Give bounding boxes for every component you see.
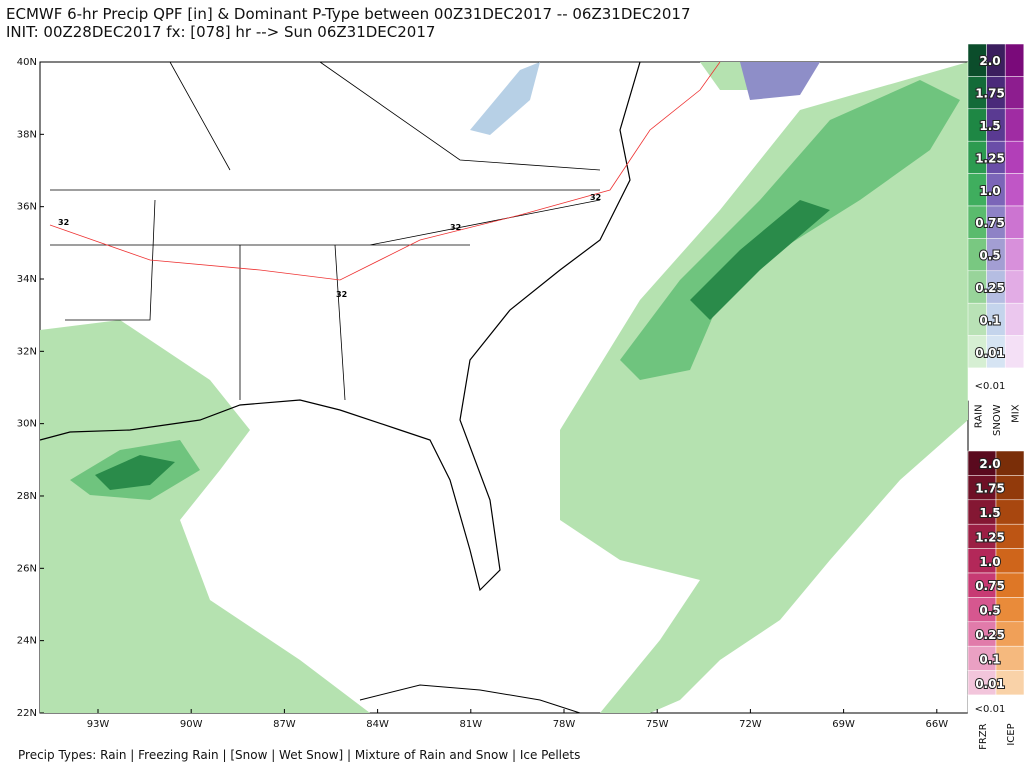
legend-swatch <box>967 694 997 720</box>
legend-level: <0.01 <box>975 704 1006 715</box>
legend-swatch <box>995 548 1024 574</box>
contour-label: 32 <box>336 290 347 299</box>
map: 32 32 32 32 <box>39 61 969 714</box>
legend-level: <0.01 <box>975 381 1006 392</box>
legend-level: 0.1 <box>979 652 1000 666</box>
legend-swatch <box>995 694 1024 720</box>
legend-level: 0.25 <box>975 628 1005 642</box>
lon-label: 78W <box>553 719 576 730</box>
legend-level: 1.0 <box>979 555 1000 569</box>
legend-swatch <box>995 523 1024 549</box>
lat-label: 40N <box>17 57 37 68</box>
legend-level: 1.75 <box>975 482 1005 496</box>
lat-label: 28N <box>17 491 37 502</box>
legend-swatch <box>995 499 1024 525</box>
lat-label: 36N <box>17 202 37 213</box>
legend-swatch <box>1004 173 1024 207</box>
precip-snow <box>470 62 540 135</box>
contour-label: 32 <box>590 193 601 202</box>
legend-column: MIX <box>1011 404 1022 423</box>
legend-swatch <box>1004 76 1024 110</box>
lon-label: 87W <box>273 719 296 730</box>
contour-label: 32 <box>450 223 461 232</box>
legend-level: 1.5 <box>979 119 1000 133</box>
legend-level: 0.25 <box>975 281 1005 295</box>
footer: Precip Types: Rain | Freezing Rain | [Sn… <box>18 748 580 762</box>
lat-label: 22N <box>17 708 37 719</box>
header-line: INIT: 00Z28DEC2017 fx: [078] hr --> Sun … <box>6 23 435 41</box>
legend-swatch <box>967 597 997 623</box>
legend-column: ICEP <box>1006 723 1017 745</box>
lat-label: 26N <box>17 563 37 574</box>
legend-swatch <box>1004 302 1024 336</box>
legend-swatch <box>995 670 1024 696</box>
legend-level: 1.25 <box>975 151 1005 165</box>
lon-label: 69W <box>832 719 855 730</box>
legend-level: 1.75 <box>975 87 1005 101</box>
lat-label: 30N <box>17 419 37 430</box>
legend-swatch <box>1004 140 1024 174</box>
legend-swatch <box>1004 43 1024 77</box>
legend-swatch <box>995 475 1024 501</box>
legend-level: 0.01 <box>975 677 1005 691</box>
legend-level: 0.5 <box>979 604 1000 618</box>
lon-label: 81W <box>459 719 482 730</box>
legend-level: 1.5 <box>979 506 1000 520</box>
legend-swatch <box>1004 367 1024 401</box>
lat-label: 34N <box>17 274 37 285</box>
legend-swatch <box>1004 205 1024 239</box>
legend-level: 0.75 <box>975 579 1005 593</box>
lat-label: 38N <box>17 129 37 140</box>
legend-level: 0.01 <box>975 346 1005 360</box>
legend-swatch <box>967 475 997 501</box>
precip-mix <box>740 62 820 100</box>
lon-label: 66W <box>925 719 948 730</box>
legend-level: 2.0 <box>979 54 1000 68</box>
legend-swatch <box>995 597 1024 623</box>
legend-swatch <box>1004 270 1024 304</box>
legend-swatch <box>1004 335 1024 369</box>
lat-label: 24N <box>17 636 37 647</box>
precip-heavy <box>95 200 830 490</box>
legend-level: 1.0 <box>979 184 1000 198</box>
header-line: ECMWF 6-hr Precip QPF [in] & Dominant P-… <box>6 5 691 23</box>
legend-level: 1.25 <box>975 530 1005 544</box>
lon-label: 72W <box>739 719 762 730</box>
lon-label: 75W <box>646 719 669 730</box>
legend-swatch <box>967 548 997 574</box>
lon-label: 93W <box>87 719 110 730</box>
legend-column: RAIN <box>973 404 984 428</box>
legend-level: 0.1 <box>979 313 1000 327</box>
legend-swatch <box>995 450 1024 476</box>
legend-level: 0.75 <box>975 216 1005 230</box>
state-borders <box>50 61 601 401</box>
legend-level: 2.0 <box>979 457 1000 471</box>
legend-column: SNOW <box>992 404 1003 436</box>
lat-label: 32N <box>17 346 37 357</box>
legend-swatch <box>1004 108 1024 142</box>
contour-label: 32 <box>58 218 69 227</box>
lon-label: 90W <box>180 719 203 730</box>
freezing-line <box>49 61 721 281</box>
cuba <box>359 684 581 714</box>
lon-label: 84W <box>366 719 389 730</box>
legend-swatch <box>967 450 997 476</box>
coastline <box>39 61 641 592</box>
legend-swatch <box>1004 238 1024 272</box>
legend-level: 0.5 <box>979 249 1000 263</box>
legend-column: FRZR <box>978 723 989 750</box>
